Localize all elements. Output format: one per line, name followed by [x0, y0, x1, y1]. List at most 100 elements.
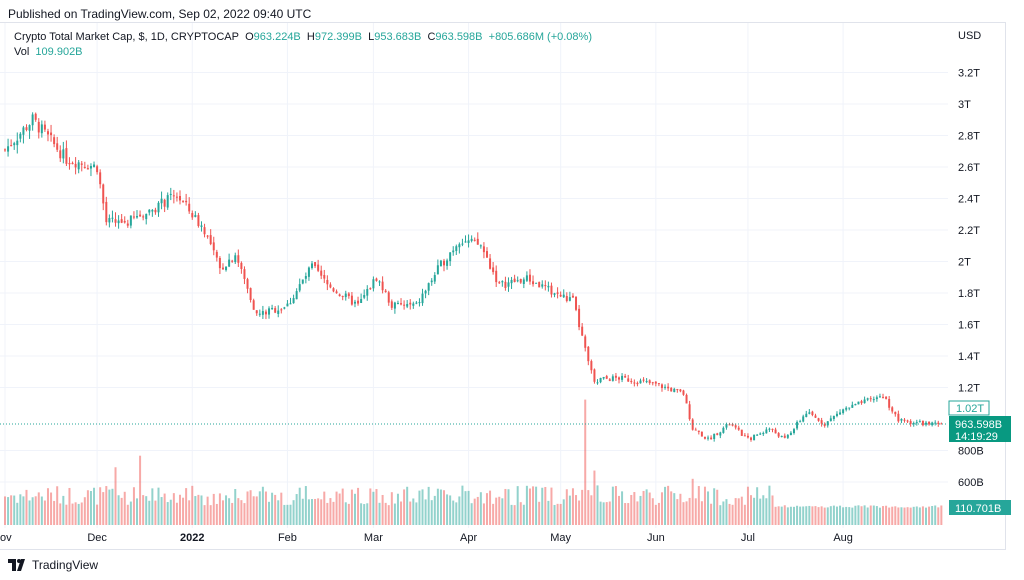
candle-up — [918, 421, 921, 423]
volume-bar — [590, 495, 593, 525]
volume-bar — [188, 500, 191, 525]
candle-down — [906, 420, 909, 422]
candle-down — [175, 196, 178, 198]
candle-up — [851, 404, 854, 408]
volume-bar — [498, 496, 501, 525]
candle-down — [53, 137, 56, 145]
volume-bar — [74, 502, 77, 525]
candle-down — [400, 303, 403, 305]
candle-down — [897, 413, 900, 422]
candle-up — [353, 301, 356, 304]
volume-bar — [218, 493, 221, 525]
candle-down — [700, 431, 703, 437]
candle-up — [753, 434, 756, 441]
y-tick-label: 1.2T — [958, 383, 980, 395]
volume-bar — [839, 505, 842, 525]
candle-up — [449, 252, 452, 262]
candle-up — [762, 432, 765, 435]
candle-up — [151, 209, 154, 212]
volume-bar — [808, 505, 811, 525]
volume-bar — [550, 487, 553, 525]
candle-down — [350, 295, 353, 305]
y-tick-label: 2.4T — [958, 194, 980, 206]
candle-down — [218, 258, 221, 269]
candle-up — [925, 422, 927, 425]
candle-down — [648, 380, 651, 384]
volume-bar — [108, 489, 111, 525]
candle-down — [357, 300, 360, 304]
volume-bar — [921, 506, 924, 525]
volume-bar — [851, 507, 854, 525]
volume-bar — [120, 497, 123, 525]
volume-bar — [925, 507, 927, 525]
tradingview-logo[interactable]: TradingView — [8, 558, 98, 572]
volume-bar — [332, 501, 335, 525]
volume-bar — [768, 485, 771, 525]
volume-bar — [13, 495, 16, 525]
candle-down — [716, 433, 719, 435]
volume-bar — [372, 491, 375, 525]
volume-bar — [716, 489, 719, 525]
volume-bar — [783, 505, 786, 525]
volume-bar — [357, 487, 360, 525]
volume-bar — [436, 488, 439, 525]
candle-down — [817, 418, 820, 421]
candle-down — [581, 326, 584, 336]
volume-bar — [329, 498, 332, 525]
candle-up — [645, 381, 648, 383]
candle-down — [559, 294, 562, 297]
volume-bar — [375, 489, 378, 525]
volume-bar — [175, 502, 178, 525]
candle-down — [682, 390, 685, 395]
volume-bar — [931, 505, 934, 525]
volume-bar — [854, 505, 857, 525]
volume-bar — [581, 489, 584, 525]
volume-bar — [338, 493, 341, 525]
candle-up — [28, 125, 31, 131]
y-tick-label: 1.4T — [958, 351, 980, 363]
volume-bar — [307, 499, 310, 525]
candle-down — [814, 415, 817, 418]
volume-bar — [197, 494, 200, 525]
volume-bar — [430, 500, 433, 525]
volume-bar — [535, 486, 538, 525]
candle-up — [547, 285, 550, 288]
candle-down — [215, 251, 218, 258]
y-tick-label: 1.8T — [958, 288, 980, 300]
volume-bar — [467, 490, 470, 525]
candle-down — [937, 422, 940, 424]
volume-bar — [421, 489, 424, 525]
volume-bar — [160, 497, 163, 525]
candle-up — [344, 293, 347, 298]
volume-bar — [65, 504, 68, 525]
candle-up — [307, 267, 310, 277]
volume-bar — [829, 506, 832, 525]
chart-pane[interactable] — [0, 22, 1006, 550]
candle-up — [802, 416, 805, 422]
high-value: 972.399B — [314, 31, 362, 43]
candle-up — [277, 310, 280, 314]
candle-up — [510, 279, 513, 284]
volume-bar — [805, 506, 808, 525]
volume-bar — [387, 505, 390, 525]
candle-down — [571, 295, 574, 298]
candle-up — [535, 282, 538, 284]
volume-bar — [424, 499, 427, 525]
volume-bar — [562, 499, 565, 525]
volume-bar — [799, 506, 802, 525]
volume-bar — [53, 500, 56, 525]
volume-bar — [657, 502, 660, 525]
volume-bar — [700, 501, 703, 525]
candle-up — [393, 302, 396, 309]
candle-up — [599, 378, 602, 383]
volume-bar — [163, 493, 166, 525]
candle-up — [225, 266, 228, 271]
candle-down — [231, 260, 234, 262]
candle-up — [31, 114, 34, 126]
volume-bar — [255, 496, 258, 525]
candle-down — [556, 292, 559, 294]
candle-up — [363, 294, 366, 298]
volume-bar — [126, 504, 129, 525]
volume-bar — [538, 501, 541, 525]
